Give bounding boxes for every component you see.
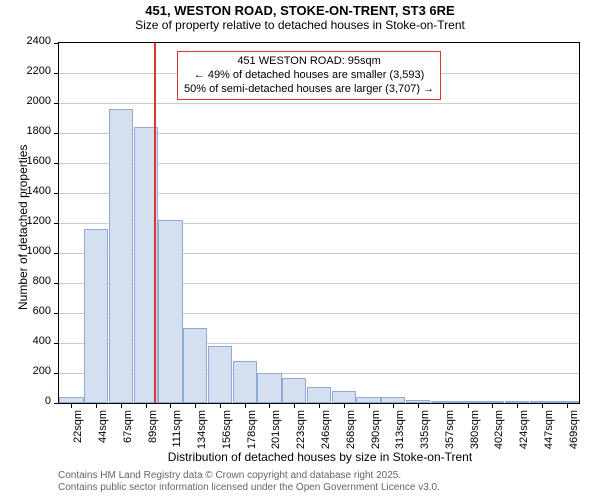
x-tick	[443, 403, 444, 408]
x-tick	[468, 403, 469, 408]
x-tick-label: 201sqm	[270, 410, 282, 460]
x-tick	[418, 403, 419, 408]
chart-container: 451, WESTON ROAD, STOKE-ON-TRENT, ST3 6R…	[0, 0, 600, 500]
histogram-bar	[183, 328, 207, 403]
y-tick-label: 400	[11, 335, 51, 347]
x-tick-label: 335sqm	[419, 410, 431, 460]
x-tick	[220, 403, 221, 408]
histogram-bar	[158, 220, 182, 403]
x-tick	[344, 403, 345, 408]
x-tick	[269, 403, 270, 408]
x-tick-label: 178sqm	[246, 410, 258, 460]
histogram-bar	[282, 378, 306, 404]
x-tick	[121, 403, 122, 408]
footer-line2: Contains public sector information licen…	[58, 482, 440, 494]
x-tick	[319, 403, 320, 408]
x-tick	[567, 403, 568, 408]
y-tick	[54, 283, 59, 284]
x-tick-label: 156sqm	[221, 410, 233, 460]
x-tick-label: 313sqm	[394, 410, 406, 460]
y-tick	[54, 43, 59, 44]
x-tick-label: 22sqm	[72, 410, 84, 460]
x-tick	[369, 403, 370, 408]
x-tick-label: 357sqm	[444, 410, 456, 460]
callout-line3: 50% of semi-detached houses are larger (…	[184, 83, 434, 97]
y-tick-label: 600	[11, 305, 51, 317]
histogram-bar	[208, 346, 232, 403]
x-tick-label: 380sqm	[469, 410, 481, 460]
histogram-bar	[332, 391, 356, 403]
y-tick	[54, 373, 59, 374]
x-tick	[294, 403, 295, 408]
x-tick	[195, 403, 196, 408]
x-tick-label: 469sqm	[568, 410, 580, 460]
y-tick	[54, 253, 59, 254]
histogram-bar	[257, 373, 281, 403]
x-tick	[170, 403, 171, 408]
y-tick-label: 1400	[11, 185, 51, 197]
x-tick-label: 44sqm	[97, 410, 109, 460]
x-tick-label: 424sqm	[518, 410, 530, 460]
histogram-bar	[109, 109, 133, 403]
x-tick-label: 268sqm	[345, 410, 357, 460]
footer-attribution: Contains HM Land Registry data © Crown c…	[58, 470, 440, 494]
reference-marker-line	[154, 43, 156, 403]
plot-area: 451 WESTON ROAD: 95sqm← 49% of detached …	[58, 42, 580, 404]
y-tick-label: 1800	[11, 125, 51, 137]
y-tick	[54, 403, 59, 404]
histogram-bar	[233, 361, 257, 403]
y-tick	[54, 103, 59, 104]
callout-line1: 451 WESTON ROAD: 95sqm	[184, 55, 434, 69]
y-tick-label: 800	[11, 275, 51, 287]
x-tick-label: 246sqm	[320, 410, 332, 460]
y-tick-label: 200	[11, 365, 51, 377]
x-tick	[146, 403, 147, 408]
y-tick-label: 1200	[11, 215, 51, 227]
histogram-bar	[307, 387, 331, 404]
histogram-bar	[84, 229, 108, 403]
x-tick	[71, 403, 72, 408]
y-tick	[54, 163, 59, 164]
x-tick-label: 89sqm	[147, 410, 159, 460]
x-tick-label: 447sqm	[543, 410, 555, 460]
y-tick	[54, 73, 59, 74]
y-tick-label: 2400	[11, 35, 51, 47]
y-tick	[54, 193, 59, 194]
y-tick	[54, 223, 59, 224]
x-tick-label: 223sqm	[295, 410, 307, 460]
x-tick	[96, 403, 97, 408]
x-tick	[245, 403, 246, 408]
y-tick	[54, 313, 59, 314]
x-tick-label: 134sqm	[196, 410, 208, 460]
callout-line2: ← 49% of detached houses are smaller (3,…	[184, 69, 434, 83]
x-tick-label: 290sqm	[370, 410, 382, 460]
y-tick-label: 0	[11, 395, 51, 407]
y-tick-label: 1000	[11, 245, 51, 257]
footer-line1: Contains HM Land Registry data © Crown c…	[58, 470, 440, 482]
chart-subtitle: Size of property relative to detached ho…	[0, 18, 600, 36]
x-tick-label: 111sqm	[171, 410, 183, 460]
x-tick	[492, 403, 493, 408]
callout-box: 451 WESTON ROAD: 95sqm← 49% of detached …	[177, 51, 441, 100]
y-tick	[54, 133, 59, 134]
x-tick	[517, 403, 518, 408]
x-tick	[542, 403, 543, 408]
x-tick	[393, 403, 394, 408]
grid-line	[59, 103, 579, 104]
y-tick	[54, 343, 59, 344]
chart-title: 451, WESTON ROAD, STOKE-ON-TRENT, ST3 6R…	[0, 0, 600, 18]
x-tick-label: 67sqm	[122, 410, 134, 460]
y-tick-label: 1600	[11, 155, 51, 167]
x-tick-label: 402sqm	[493, 410, 505, 460]
y-tick-label: 2000	[11, 95, 51, 107]
y-tick-label: 2200	[11, 65, 51, 77]
